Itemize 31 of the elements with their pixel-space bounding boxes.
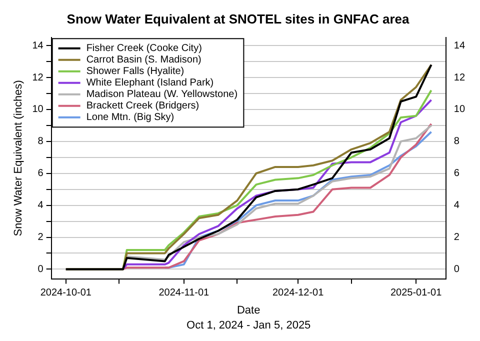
x-tick-label: 2024-12-01 <box>272 288 324 299</box>
y-tick-label: 4 <box>38 200 44 212</box>
text: Oct 1, 2024 - Jan 5, 2025 <box>186 320 311 332</box>
y-tick-label: 8 <box>38 136 44 148</box>
legend-label: Shower Falls (Hyalite) <box>86 66 184 78</box>
chart-title: Snow Water Equivalent at SNOTEL sites in GNFAC area <box>66 11 410 26</box>
y-tick-label: 2 <box>38 232 44 244</box>
y2-tick-label: 2 <box>454 232 460 244</box>
legend-label: Fisher Creek (Cooke City) <box>86 43 202 54</box>
y-tick-label: 12 <box>32 72 44 84</box>
y-tick-label: 10 <box>32 104 44 116</box>
legend-label: Madison Plateau (W. Yellowstone) <box>86 89 238 100</box>
y2-tick-label: 14 <box>454 40 466 52</box>
y-tick-label: 14 <box>32 40 44 52</box>
y2-tick-label: 8 <box>454 136 460 148</box>
y2-tick-label: 4 <box>454 200 460 212</box>
y2-tick-label: 6 <box>454 168 460 180</box>
x-tick-label: 2024-11-01 <box>158 288 210 299</box>
legend-label: Lone Mtn. (Big Sky) <box>86 112 174 124</box>
legend-label: Carrot Basin (S. Madison) <box>86 54 202 66</box>
y2-tick-label: 0 <box>454 264 460 275</box>
x-axis-title: Date <box>236 304 260 316</box>
y-tick-label: 0 <box>38 264 44 275</box>
y2-tick-label: 12 <box>454 72 466 84</box>
legend-label: White Elephant (Island Park) <box>86 78 214 89</box>
y2-tick-label: 10 <box>454 104 466 116</box>
legend-label: Brackett Creek (Bridgers) <box>86 100 200 112</box>
x-tick-label: 2024-10-01 <box>40 288 92 299</box>
x-tick-label: 2025-01-01 <box>390 288 442 299</box>
y-tick-label: 6 <box>38 168 44 180</box>
y-axis-title: Snow Water Equivalent (inches) <box>12 80 25 236</box>
